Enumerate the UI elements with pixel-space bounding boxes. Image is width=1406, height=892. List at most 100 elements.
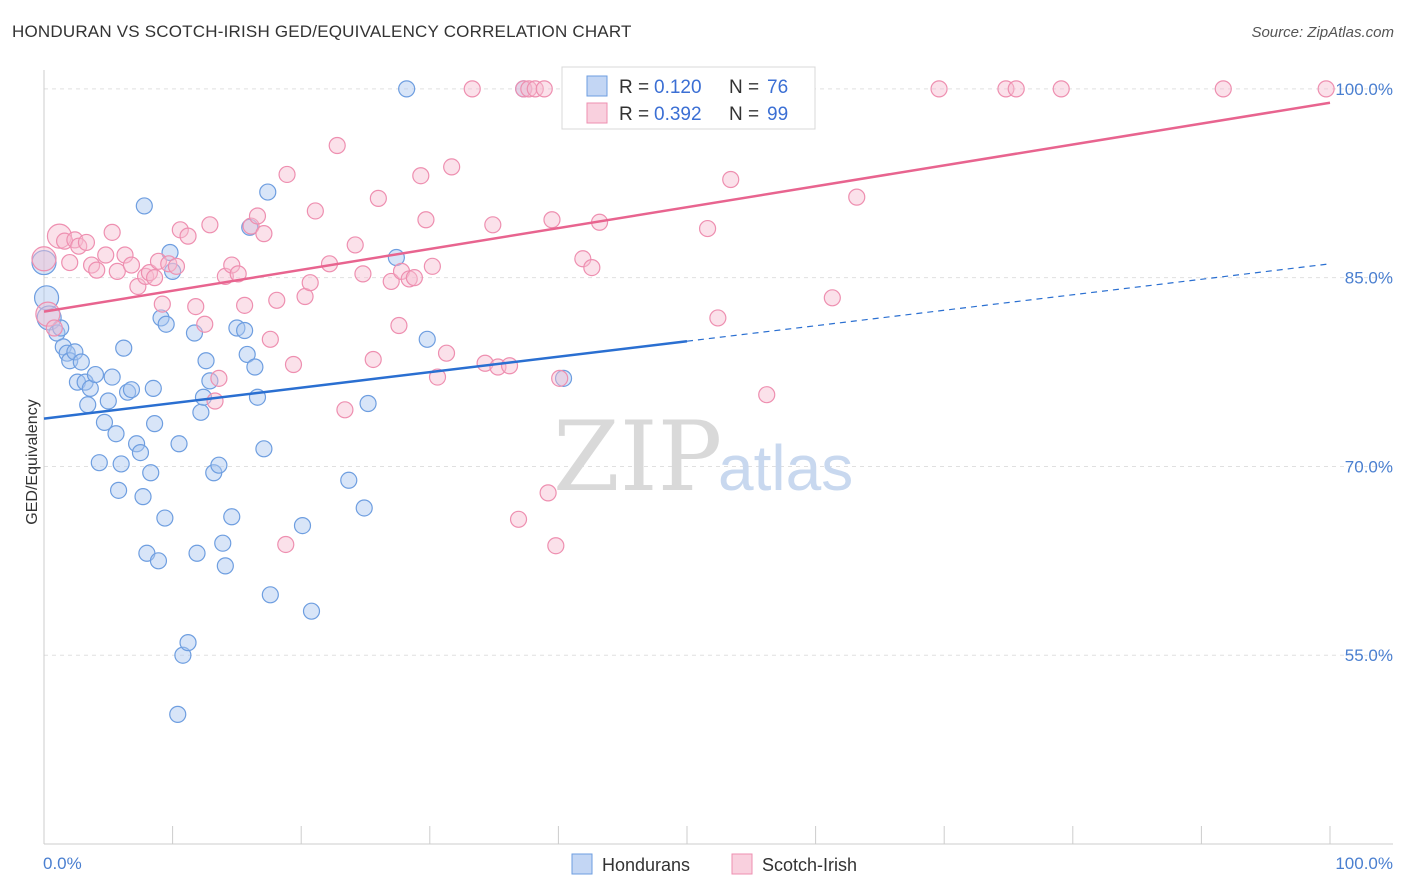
scotch-irish-point-91 bbox=[848, 188, 866, 206]
honduran-point-15 bbox=[90, 454, 108, 472]
scotch-irish-point-48 bbox=[346, 236, 364, 254]
y-tick-label-1: 70.0% bbox=[1345, 457, 1393, 476]
scotch-irish-point-13 bbox=[108, 262, 126, 280]
honduran-point-12 bbox=[79, 396, 97, 414]
honduran-point-27 bbox=[134, 488, 152, 506]
legend-n-label-1: N = bbox=[729, 77, 759, 98]
scotch-irish-point-89 bbox=[758, 386, 776, 404]
scotch-irish-point-59 bbox=[423, 257, 441, 275]
scotch-irish-point-96 bbox=[1214, 80, 1232, 98]
scotch-irish-point-90 bbox=[823, 289, 841, 307]
scotch-irish-trend-line bbox=[43, 101, 1331, 313]
y-tick-labels: 55.0% 70.0% 85.0% 100.0% bbox=[1335, 80, 1393, 665]
scotch-irish-point-20 bbox=[149, 252, 168, 270]
scotch-irish-point-98 bbox=[277, 535, 295, 554]
honduran-point-19 bbox=[107, 425, 125, 443]
data-points bbox=[31, 80, 1335, 723]
scotch-irish-point-21 bbox=[153, 295, 171, 313]
honduran-point-28 bbox=[135, 197, 153, 215]
scotch-irish-point-53 bbox=[390, 316, 408, 335]
honduran-point-60 bbox=[255, 440, 273, 458]
honduran-point-39 bbox=[169, 705, 187, 723]
scotch-irish-point-26 bbox=[187, 298, 205, 316]
scotch-irish-point-37 bbox=[255, 225, 273, 243]
trend-lines bbox=[43, 101, 1331, 420]
honduran-point-63 bbox=[293, 516, 312, 535]
bottom-legend-scotch-irish: Scotch-Irish bbox=[762, 855, 857, 875]
honduran-point-69 bbox=[398, 80, 416, 98]
honduran-point-62 bbox=[261, 586, 279, 604]
scotch-irish-point-57 bbox=[412, 167, 430, 185]
bottom-legend-swatch-hondurans bbox=[571, 853, 593, 875]
scotch-irish-point-67 bbox=[500, 357, 519, 375]
scotch-irish-point-62 bbox=[443, 158, 461, 176]
source-label: Source: ZipAtlas.com bbox=[1251, 24, 1394, 41]
honduran-point-1 bbox=[33, 285, 60, 311]
scotch-irish-point-10 bbox=[88, 261, 106, 279]
scotch-irish-point-9 bbox=[82, 256, 101, 274]
y-tick-label-3: 100.0% bbox=[1335, 80, 1393, 99]
scotch-irish-point-92 bbox=[930, 80, 948, 98]
gridlines bbox=[44, 88, 1393, 656]
honduran-point-20 bbox=[109, 481, 128, 499]
scotch-irish-point-51 bbox=[369, 189, 387, 207]
honduran-point-53 bbox=[223, 508, 241, 526]
honduran-point-50 bbox=[210, 456, 228, 474]
honduran-point-17 bbox=[99, 392, 117, 410]
y-tick-label-0: 55.0% bbox=[1345, 646, 1393, 665]
watermark-atlas: atlas bbox=[718, 432, 853, 504]
honduran-point-21 bbox=[112, 455, 130, 473]
scotch-irish-point-5 bbox=[61, 253, 79, 272]
watermark-zip: ZIP bbox=[553, 401, 722, 513]
scotch-irish-point-47 bbox=[336, 401, 354, 419]
scotch-irish-point-25 bbox=[179, 227, 197, 245]
bottom-legend-swatch-scotch-irish bbox=[731, 853, 753, 875]
legend-r-label-1: R = bbox=[619, 77, 649, 98]
honduran-point-67 bbox=[359, 394, 377, 413]
honduran-point-14 bbox=[86, 365, 105, 384]
honduran-point-8 bbox=[66, 343, 84, 361]
honduran-point-61 bbox=[259, 183, 277, 201]
honduran-point-55 bbox=[236, 321, 254, 340]
scotch-irish-point-52 bbox=[382, 272, 400, 291]
scotch-irish-point-19 bbox=[145, 269, 164, 287]
honduran-point-25 bbox=[127, 435, 146, 453]
legend-swatch-hondurans bbox=[586, 75, 608, 97]
honduran-point-22 bbox=[115, 339, 133, 357]
scotch-irish-point-61 bbox=[437, 344, 456, 362]
legend-n-value-1: 76 bbox=[767, 77, 788, 98]
scotch-irish-point-34 bbox=[236, 296, 254, 314]
y-tick-label-2: 85.0% bbox=[1345, 269, 1393, 288]
legend-r-value-1: 0.120 bbox=[654, 77, 702, 98]
honduran-point-18 bbox=[103, 368, 121, 386]
scotch-irish-point-8 bbox=[77, 233, 96, 252]
scotch-irish-point-85 bbox=[698, 219, 717, 238]
scotch-irish-point-49 bbox=[354, 265, 372, 283]
scotch-irish-point-73 bbox=[539, 484, 557, 502]
honduran-point-70 bbox=[418, 330, 436, 348]
honduran-point-52 bbox=[216, 557, 234, 575]
scotch-irish-point-33 bbox=[229, 265, 247, 283]
scotch-irish-point-63 bbox=[463, 80, 481, 98]
scotch-irish-point-12 bbox=[103, 223, 121, 241]
scotch-irish-point-71 bbox=[526, 80, 544, 98]
honduran-point-24 bbox=[122, 381, 141, 399]
scotch-irish-point-2 bbox=[45, 319, 63, 337]
scotch-irish-point-40 bbox=[278, 165, 296, 184]
scotch-irish-point-18 bbox=[140, 264, 159, 282]
honduran-point-44 bbox=[188, 544, 206, 562]
legend-n-label-2: N = bbox=[729, 104, 759, 125]
x-tick-label-max: 100.0% bbox=[1335, 854, 1393, 873]
x-tick-label-min: 0.0% bbox=[43, 854, 82, 873]
honduran-point-32 bbox=[145, 415, 164, 433]
bottom-legend: Hondurans Scotch-Irish bbox=[571, 853, 857, 875]
scotch-irish-point-44 bbox=[306, 202, 324, 220]
scotch-irish-point-74 bbox=[543, 211, 561, 229]
scotch-irish-point-38 bbox=[261, 330, 279, 348]
honduran-point-10 bbox=[72, 353, 90, 371]
scotch-irish-point-14 bbox=[116, 246, 134, 264]
scotch-irish-point-43 bbox=[301, 274, 319, 292]
legend-n-value-2: 99 bbox=[767, 104, 788, 125]
legend-r-value-2: 0.392 bbox=[654, 104, 702, 125]
